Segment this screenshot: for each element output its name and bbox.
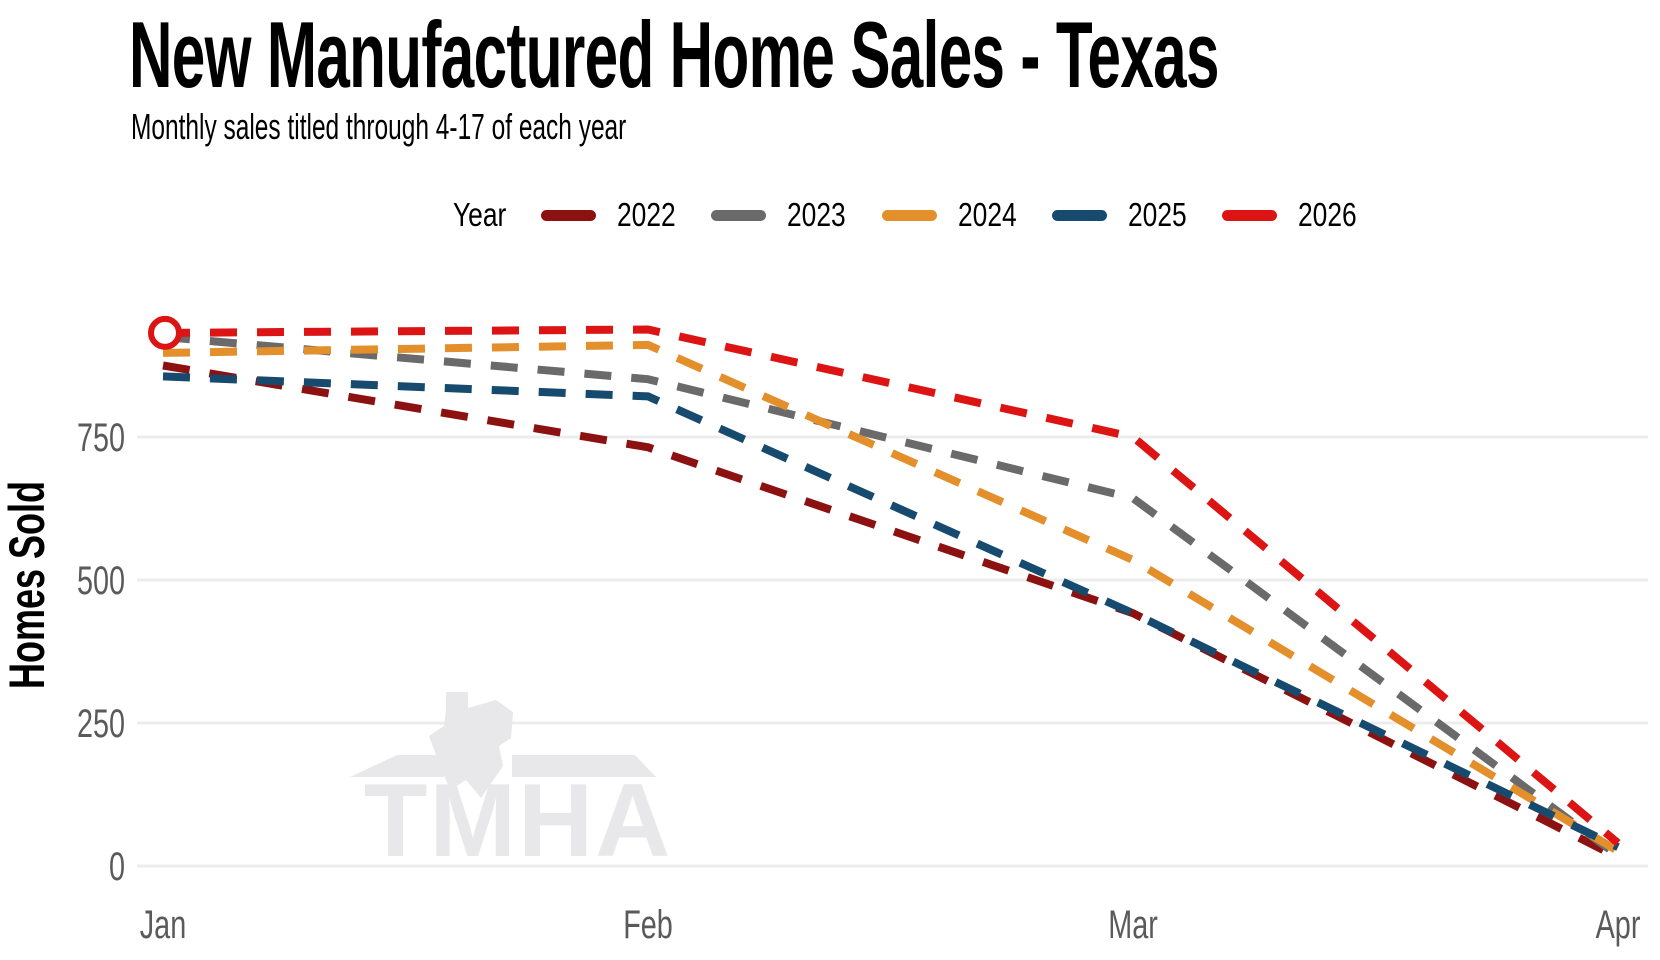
tmha-watermark: TMHA (350, 692, 672, 879)
series-line-2022 (162, 361, 1620, 861)
legend: Year 2022 2023 2024 2025 2026 (453, 196, 1372, 234)
legend-item-label: 2024 (957, 196, 1017, 233)
y-tick-label-500: 500 (77, 558, 125, 603)
y-tick-label-250-text: 250 (77, 701, 125, 746)
series-line-2023 (162, 332, 1621, 859)
y-axis-title: Homes Sold (0, 481, 55, 689)
watermark-text: TMHA (364, 763, 672, 879)
y-axis-title-text: Homes Sold (0, 481, 55, 689)
y-tick-label-750: 750 (77, 415, 125, 460)
latest-point-marker (148, 315, 182, 350)
legend-item-label: 2025 (1127, 196, 1187, 233)
chart-subtitle: Monthly sales titled through 4-17 of eac… (131, 106, 859, 148)
page-title: New Manufactured Home Sales - Texas (129, 8, 1660, 102)
y-tick-label-0: 0 (109, 844, 125, 889)
legend-item-label: 2022 (616, 196, 676, 233)
x-tick-label-mar: Mar (1108, 902, 1158, 947)
watermark-roof-right (512, 755, 656, 777)
x-tick-label-feb-text: Feb (623, 902, 673, 947)
legend-item-label: 2026 (1298, 196, 1358, 233)
watermark-texas-icon (429, 692, 513, 798)
legend-item-2025: 2025 (1051, 196, 1201, 234)
series-line-2025 (162, 372, 1620, 851)
x-tick-label-jan: Jan (140, 902, 186, 947)
y-tick-label-250: 250 (77, 701, 125, 746)
x-tick-label-apr-text: Apr (1596, 902, 1641, 947)
x-tick-label-jan-text: Jan (140, 902, 186, 947)
legend-item-2023: 2023 (711, 196, 860, 234)
series-line-2026 (162, 325, 1621, 847)
gridlines (137, 435, 1648, 868)
x-tick-label-apr: Apr (1596, 902, 1641, 947)
legend-items: 2022 2023 2024 2025 2026 (540, 196, 1372, 234)
y-tick-label-750-text: 750 (77, 415, 125, 460)
chart-title-text: New Manufactured Home Sales - Texas (129, 2, 1219, 107)
y-tick-label-0-text: 0 (109, 844, 125, 889)
legend-swatch-2025 (1051, 209, 1107, 221)
legend-title: Year (453, 196, 520, 234)
legend-swatch-2026 (1222, 209, 1278, 221)
series-line-2024 (162, 340, 1621, 855)
watermark-roof-left (350, 755, 444, 777)
legend-title-text: Year (453, 196, 507, 233)
chart-subtitle-text: Monthly sales titled through 4-17 of eac… (131, 106, 627, 147)
legend-item-label: 2023 (787, 196, 846, 233)
x-tick-label-feb: Feb (623, 902, 673, 947)
legend-item-2026: 2026 (1222, 196, 1371, 234)
x-tick-label-mar-text: Mar (1108, 902, 1158, 947)
watermark-text-text: TMHA (364, 763, 672, 879)
legend-swatch-2023 (711, 209, 767, 221)
legend-swatch-2024 (881, 209, 937, 221)
legend-swatch-2022 (540, 209, 596, 221)
legend-item-2024: 2024 (881, 196, 1031, 234)
legend-item-2022: 2022 (540, 196, 690, 234)
y-tick-label-500-text: 500 (77, 558, 125, 603)
